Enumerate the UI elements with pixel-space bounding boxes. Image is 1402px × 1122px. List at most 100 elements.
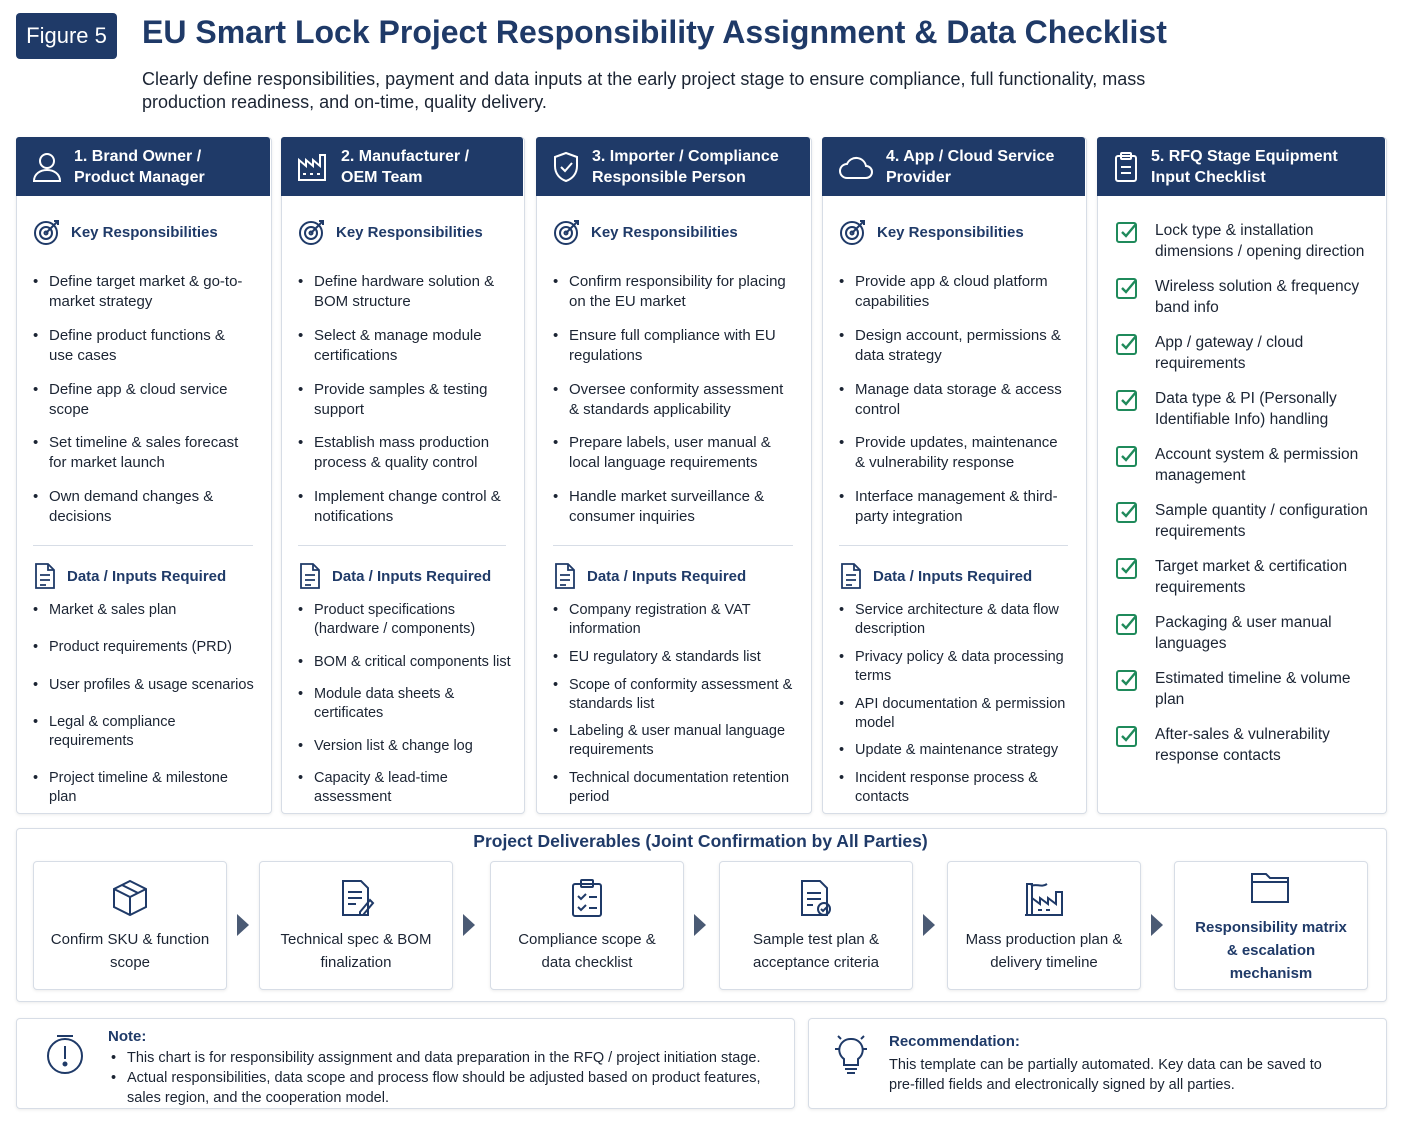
divider <box>298 545 506 546</box>
checklist-list: Lock type & installation dimensions / op… <box>1115 220 1375 766</box>
checklist-item-text: App / gateway / cloud requirements <box>1155 334 1304 372</box>
data-heading: Data / Inputs Required <box>839 562 1032 590</box>
flow-arrow <box>463 914 475 936</box>
checklist-item-text: Packaging & user manual languages <box>1155 614 1332 652</box>
deliverable-box: Confirm SKU & function scope <box>33 861 227 990</box>
checklist-item-text: After-sales & vulnerability response con… <box>1155 726 1330 764</box>
data-item: Module data sheets & certificates <box>298 685 512 723</box>
data-item-text: Legal & compliance requirements <box>49 713 176 749</box>
data-item: Product requirements (PRD) <box>33 638 259 657</box>
recommendation-heading-text: Recommendation: <box>889 1033 1020 1050</box>
responsibility-item-text: Define app & cloud service scope <box>49 380 228 418</box>
data-item: Capacity & lead-time assessment <box>298 769 512 807</box>
deliverable-box: Technical spec & BOM finalization <box>259 861 453 990</box>
deliverable-box: Responsibility matrix & escalation mecha… <box>1174 861 1368 990</box>
data-heading-text: Data / Inputs Required <box>873 567 1033 585</box>
responsibilities-list: Provide app & cloud platform capabilitie… <box>839 272 1066 527</box>
data-item-text: Privacy policy & data processing terms <box>855 648 1064 684</box>
flow-arrow <box>1151 914 1163 936</box>
data-item-text: EU regulatory & standards list <box>569 648 761 665</box>
column-header-text: 2. Manufacturer / OEM Team <box>341 147 470 186</box>
deliverable-box: Compliance scope & data checklist <box>490 861 684 990</box>
checklist-item-text: Target market & certification requiremen… <box>1155 558 1348 596</box>
responsibility-item-text: Prepare labels, user manual & local lang… <box>569 434 771 472</box>
data-item-text: Project timeline & milestone plan <box>49 770 228 805</box>
data-heading-text: Data / Inputs Required <box>67 567 227 585</box>
data-item: Company registration & VAT information <box>553 601 799 639</box>
checklist-item-text: Lock type & installation dimensions / op… <box>1155 222 1365 260</box>
checklist-item-text: Account system & permission management <box>1155 446 1359 484</box>
note-item-text: Actual responsibilities, data scope and … <box>127 1070 761 1106</box>
responsibility-item: Provide samples & testing support <box>298 380 504 420</box>
responsibility-item: Design account, permissions & data strat… <box>839 326 1066 366</box>
data-item-text: Module data sheets & certificates <box>314 686 455 721</box>
column-header-text: 3. Importer / Compliance Responsible Per… <box>592 147 779 186</box>
responsibilities-heading-text: Key Responsibilities <box>591 223 738 241</box>
responsibility-item-text: Provide samples & testing support <box>314 380 488 418</box>
responsibility-item: Provide updates, maintenance & vulnerabi… <box>839 433 1066 473</box>
data-item: API documentation & permission model <box>839 695 1074 733</box>
responsibilities-heading: Key Responsibilities <box>33 218 218 246</box>
recommendation-heading: Recommendation: <box>889 1033 1020 1050</box>
data-item: Market & sales plan <box>33 601 259 620</box>
responsibility-item: Prepare labels, user manual & local lang… <box>553 433 791 473</box>
column-header-text: 4. App / Cloud Service Provider <box>886 147 1055 186</box>
flow-arrow <box>694 914 706 936</box>
data-item-text: Incident response process & contacts <box>855 770 1038 805</box>
responsibility-item-text: Oversee conformity assessment & standard… <box>569 380 784 418</box>
data-item-text: Company registration & VAT information <box>569 602 751 637</box>
data-list: Company registration & VAT information EU… <box>553 601 799 807</box>
deliverable-box: Sample test plan & acceptance criteria <box>719 861 913 990</box>
data-item: Scope of conformity assessment & standar… <box>553 676 799 714</box>
data-heading-text: Data / Inputs Required <box>332 567 492 585</box>
responsibility-item-text: Design account, permissions & data strat… <box>855 326 1061 364</box>
responsibility-item: Manage data storage & access control <box>839 380 1066 420</box>
data-item-text: Scope of conformity assessment & standar… <box>569 676 793 712</box>
responsibility-item: Confirm responsibility for placing on th… <box>553 272 791 312</box>
responsibilities-list: Define hardware solution & BOM structure… <box>298 272 504 527</box>
responsibilities-heading: Key Responsibilities <box>839 218 1024 246</box>
data-item: EU regulatory & standards list <box>553 648 799 667</box>
responsibility-item-text: Set timeline & sales forecast for market… <box>49 434 239 472</box>
data-item: User profiles & usage scenarios <box>33 676 259 695</box>
responsibility-item: Define target market & go-to-market stra… <box>33 272 251 312</box>
responsibility-item-text: Establish mass production process & qual… <box>314 434 490 472</box>
deliverable-text: Sample test plan & acceptance criteria <box>753 930 879 971</box>
data-item-text: Capacity & lead-time assessment <box>314 770 448 805</box>
note-item: Actual responsibilities, data scope and … <box>111 1068 781 1108</box>
responsibility-item: Establish mass production process & qual… <box>298 433 504 473</box>
divider <box>33 545 253 546</box>
data-item: Service architecture & data flow descrip… <box>839 601 1074 639</box>
data-item-text: Product specifications (hardware / compo… <box>314 602 476 637</box>
responsibility-item: Select & manage module certifications <box>298 326 504 366</box>
responsibility-item-text: Provide app & cloud platform capabilitie… <box>855 273 1048 310</box>
responsibility-item-text: Own demand changes & decisions <box>49 488 214 525</box>
deliverables-title: Project Deliverables (Joint Confirmation… <box>16 831 1385 852</box>
checklist-item-text: Sample quantity / configuration requirem… <box>1155 502 1368 540</box>
responsibility-item-text: Ensure full compliance with EU regulatio… <box>569 326 776 364</box>
responsibility-item: Oversee conformity assessment & standard… <box>553 380 791 420</box>
checklist-item: Account system & permission management <box>1115 444 1375 486</box>
data-list: Product specifications (hardware / compo… <box>298 601 512 807</box>
checklist-item: Target market & certification requiremen… <box>1115 556 1375 598</box>
data-list: Market & sales plan Product requirements … <box>33 601 259 807</box>
page-subtitle: Clearly define responsibilities, payment… <box>142 69 1146 112</box>
data-item-text: Labeling & user manual language requirem… <box>569 723 786 759</box>
note-list: This chart is for responsibility assignm… <box>111 1048 781 1108</box>
data-item-text: Version list & change log <box>314 737 473 754</box>
data-item: Incident response process & contacts <box>839 769 1074 807</box>
data-heading-text: Data / Inputs Required <box>587 567 747 585</box>
checklist-item-text: Wireless solution & frequency band info <box>1155 278 1360 316</box>
page-title: EU Smart Lock Project Responsibility Ass… <box>142 14 1167 50</box>
responsibility-item: Interface management & third-party integ… <box>839 487 1066 527</box>
note-item-text: This chart is for responsibility assignm… <box>127 1050 761 1066</box>
data-item-text: Update & maintenance strategy <box>855 742 1059 759</box>
deliverables-title-text: Project Deliverables (Joint Confirmation… <box>473 831 928 851</box>
responsibility-item-text: Select & manage module certifications <box>314 326 482 364</box>
responsibilities-heading: Key Responsibilities <box>298 218 483 246</box>
responsibility-item-text: Handle market surveillance & consumer in… <box>569 488 765 525</box>
data-item: Product specifications (hardware / compo… <box>298 601 512 639</box>
data-item-text: API documentation & permission model <box>855 695 1066 731</box>
flow-arrow <box>237 914 249 936</box>
responsibility-item-text: Define target market & go-to-market stra… <box>49 273 243 310</box>
